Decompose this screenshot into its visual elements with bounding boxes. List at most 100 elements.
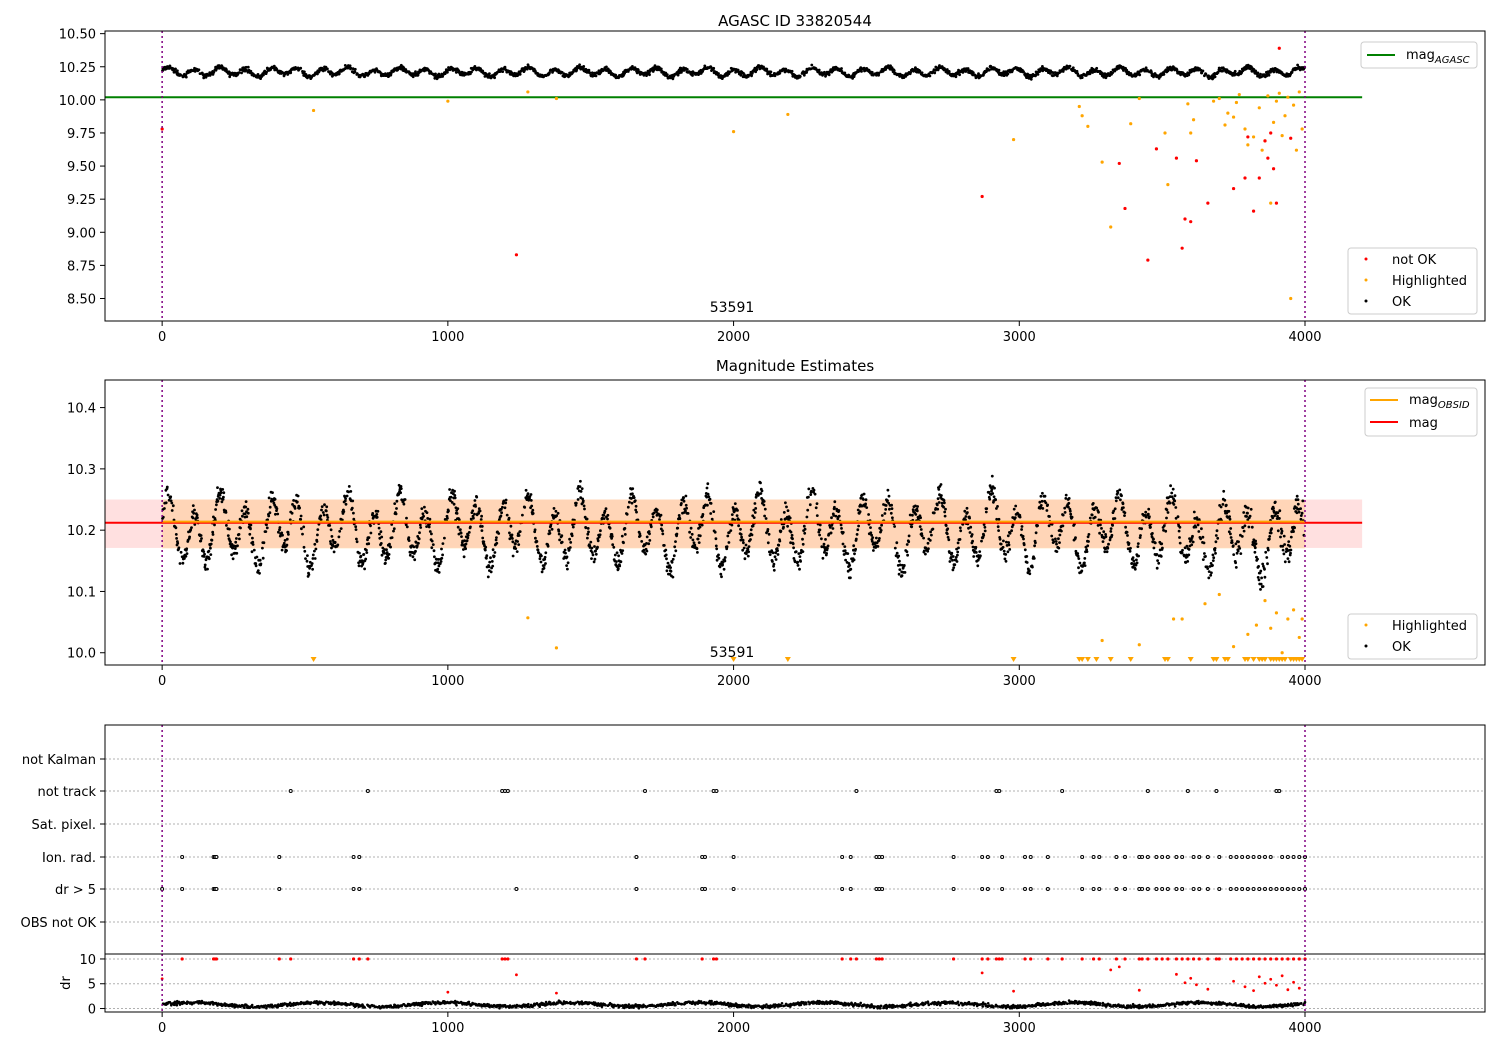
ok-point xyxy=(1107,542,1110,546)
ok-point xyxy=(488,560,492,564)
ok-point xyxy=(752,516,756,519)
ok-point xyxy=(440,556,444,560)
ok-point xyxy=(200,537,203,540)
ok-point xyxy=(1253,546,1257,550)
ok-point xyxy=(307,573,311,576)
ok-point xyxy=(1096,524,1100,527)
flag-point xyxy=(1165,855,1170,859)
flag-point xyxy=(1268,855,1273,859)
ok-point xyxy=(1093,515,1097,519)
ok-point xyxy=(1256,71,1260,75)
ok-point xyxy=(416,73,420,77)
ok-point xyxy=(1178,541,1182,545)
ok-point xyxy=(585,517,589,521)
ok-point xyxy=(870,533,873,537)
ok-point xyxy=(203,552,206,556)
flag-point xyxy=(1197,855,1202,859)
ok-point xyxy=(691,538,695,542)
highlighted-point xyxy=(1283,114,1287,118)
ok-point xyxy=(542,566,546,570)
ok-point xyxy=(815,514,819,517)
ok-point xyxy=(826,547,829,550)
ok-point xyxy=(956,541,960,545)
ok-point xyxy=(620,534,624,538)
ok-point xyxy=(423,505,426,509)
ok-point xyxy=(544,551,548,555)
agasc-y-tick-label: 8.75 xyxy=(67,259,96,274)
ok-point xyxy=(985,507,989,510)
clipped-highlighted-marker xyxy=(1079,657,1086,662)
ok-point xyxy=(854,547,857,551)
ok-point xyxy=(755,68,759,72)
ok-point xyxy=(440,547,443,551)
ok-point xyxy=(949,556,953,559)
not-ok-point xyxy=(1183,217,1187,221)
ok-point xyxy=(945,68,949,71)
ok-point xyxy=(1070,515,1074,519)
ok-point xyxy=(798,567,801,571)
ok-point xyxy=(798,555,802,558)
ok-point xyxy=(945,532,949,536)
agasc-y-tick-label: 8.50 xyxy=(67,292,96,307)
ok-point xyxy=(238,537,241,541)
ok-point xyxy=(413,558,417,562)
ok-point xyxy=(235,551,239,555)
ok-point xyxy=(348,64,352,68)
not-ok-point xyxy=(1206,201,1210,205)
ok-point xyxy=(285,537,289,541)
ok-point xyxy=(1100,527,1103,530)
ok-point xyxy=(718,565,722,569)
ok-point xyxy=(477,507,481,511)
ok-point xyxy=(379,530,383,534)
highlighted-point xyxy=(1137,643,1141,647)
ok-point xyxy=(998,537,1002,541)
flag-point xyxy=(840,855,845,859)
ok-point xyxy=(1249,507,1253,511)
ok-point xyxy=(1034,541,1037,545)
highlighted-point xyxy=(1163,131,1167,135)
ok-point xyxy=(492,554,496,558)
ok-point xyxy=(352,511,355,515)
ok-point xyxy=(355,540,359,544)
ok-point xyxy=(951,558,954,562)
ok-point xyxy=(742,541,745,545)
flag-point xyxy=(1245,887,1250,891)
flag-point xyxy=(351,855,356,859)
ok-point xyxy=(706,492,710,496)
highlighted-point xyxy=(1171,617,1176,621)
ok-point xyxy=(849,576,852,580)
ok-point xyxy=(776,553,780,556)
ok-point xyxy=(895,541,899,545)
flag-point xyxy=(880,855,885,859)
ok-point xyxy=(1003,557,1007,561)
ok-point xyxy=(459,531,463,535)
ok-point xyxy=(526,492,530,496)
ok-point xyxy=(636,68,640,72)
ok-point xyxy=(1105,550,1109,554)
ok-point xyxy=(942,499,946,502)
ok-point xyxy=(759,481,762,485)
ok-point xyxy=(1099,523,1102,527)
highlighted-point xyxy=(1211,99,1216,103)
ok-point xyxy=(447,509,450,513)
ok-point xyxy=(358,551,361,555)
ok-point xyxy=(727,531,731,534)
ok-point xyxy=(726,534,730,538)
ok-point xyxy=(495,541,499,545)
ok-point xyxy=(338,529,342,533)
ok-point xyxy=(1219,505,1223,509)
ok-point xyxy=(1054,537,1057,541)
ok-point xyxy=(1067,505,1070,509)
ok-point xyxy=(1036,73,1040,76)
ok-point xyxy=(801,550,805,553)
ok-point xyxy=(951,568,955,572)
ok-point xyxy=(753,511,757,514)
ok-point xyxy=(320,508,323,512)
ok-point xyxy=(974,551,978,554)
ok-point xyxy=(1256,557,1259,561)
ok-point xyxy=(798,75,802,78)
highlighted-point xyxy=(1237,92,1241,97)
magnitude-data-layer xyxy=(105,380,1363,665)
ok-point xyxy=(421,512,425,516)
agasc-y-tick-label: 10.50 xyxy=(59,28,96,43)
